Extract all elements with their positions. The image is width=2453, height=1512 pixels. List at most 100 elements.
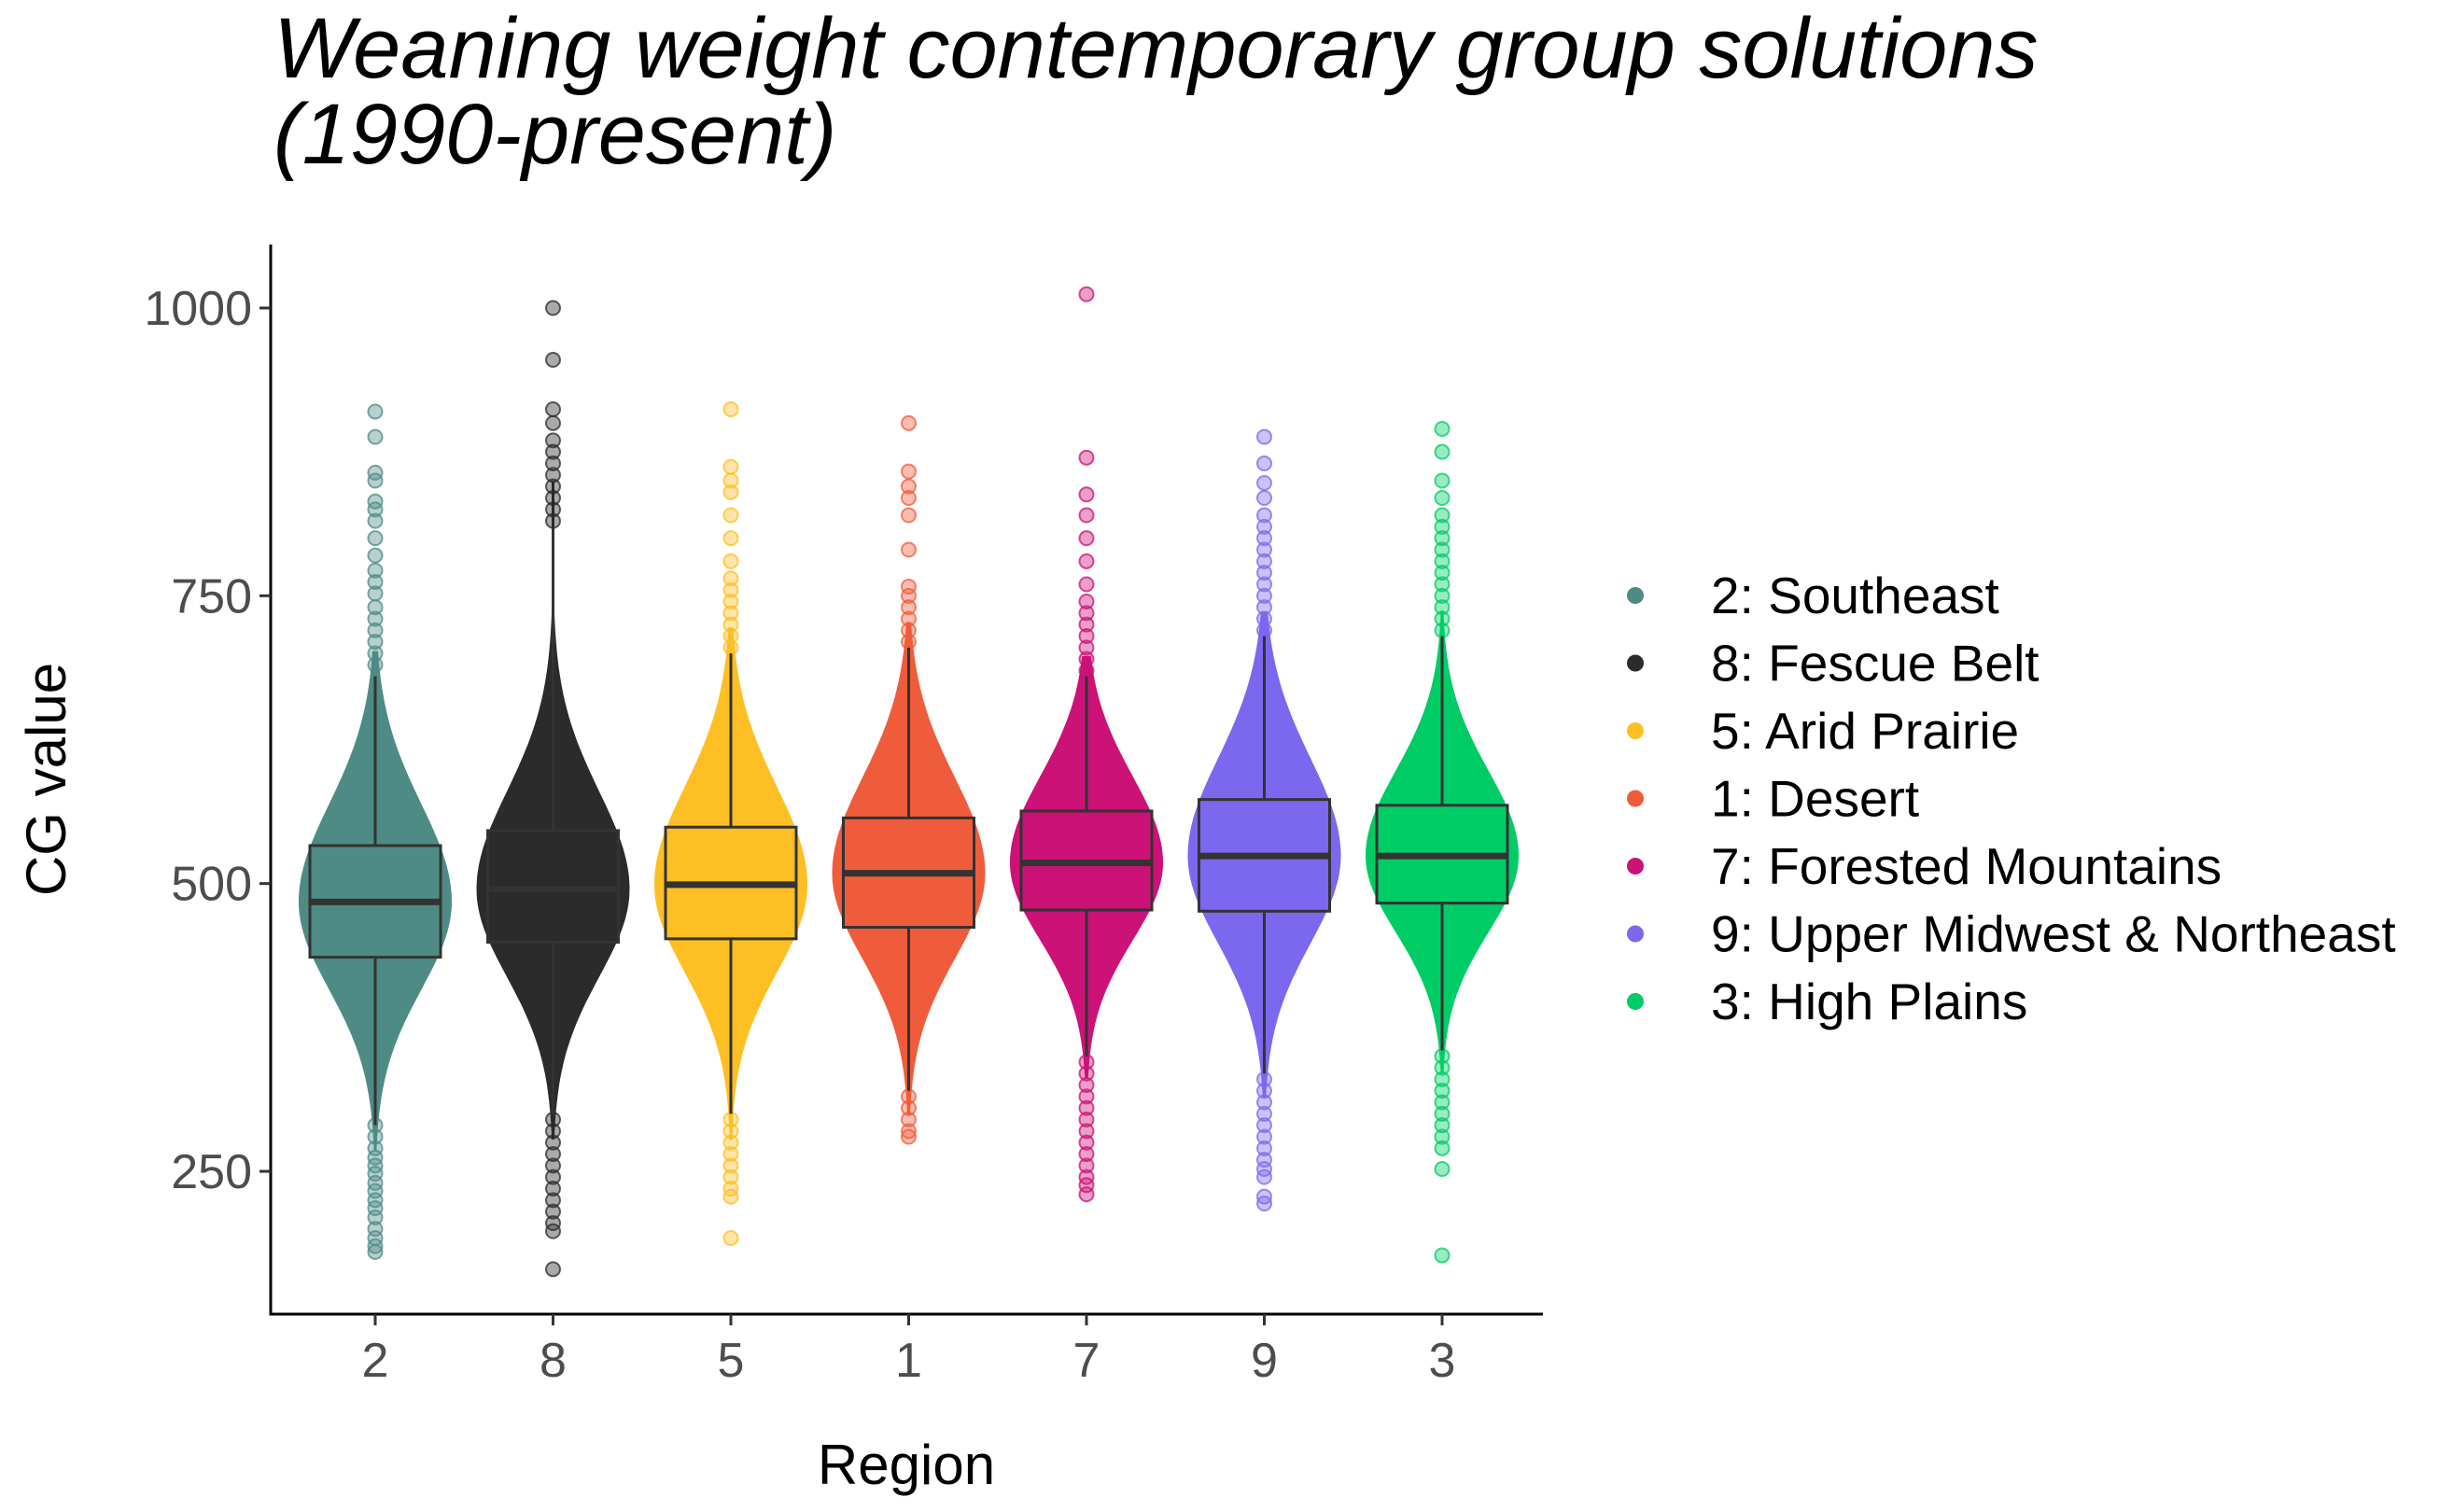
outlier-point xyxy=(545,1215,561,1231)
outlier-point xyxy=(722,1169,739,1185)
outlier-point xyxy=(1434,421,1451,437)
outlier-point xyxy=(1256,1169,1272,1185)
outlier-point xyxy=(1434,1059,1451,1076)
x-tick-label: 7 xyxy=(1073,1334,1100,1388)
violin-group-7 xyxy=(1010,286,1163,1203)
outlier-point xyxy=(545,490,561,506)
outlier-point xyxy=(367,1192,384,1209)
outlier-point xyxy=(545,432,561,449)
outlier-point xyxy=(1078,507,1095,524)
legend-key-5 xyxy=(1627,722,1644,739)
outlier-point xyxy=(367,403,384,420)
outlier-point xyxy=(1256,553,1272,569)
outlier-point xyxy=(1434,576,1451,593)
legend-key-8 xyxy=(1627,654,1644,672)
outlier-point xyxy=(545,1157,561,1174)
x-ticks: 2 8 5 1 7 9 3 xyxy=(362,1314,1455,1388)
outlier-point xyxy=(1256,610,1272,627)
outlier-point xyxy=(367,1157,384,1174)
outlier-point xyxy=(1078,628,1095,644)
x-tick-label: 9 xyxy=(1251,1334,1278,1388)
outlier-point xyxy=(367,610,384,627)
y-tick-label: 750 xyxy=(171,569,252,623)
outlier-point xyxy=(1078,530,1095,547)
outlier-point xyxy=(367,1243,384,1260)
outlier-point xyxy=(1078,1157,1095,1174)
outlier-point xyxy=(1078,605,1095,622)
outlier-point xyxy=(545,1203,561,1220)
legend-key-2 xyxy=(1627,587,1644,604)
legend-label: 1: Desert xyxy=(1711,770,1919,828)
outlier-point xyxy=(545,501,561,518)
outlier-point xyxy=(1256,507,1272,524)
outlier-point xyxy=(367,1238,384,1254)
legend-label: 7: Forested Mountains xyxy=(1711,837,2222,895)
outlier-point xyxy=(901,414,917,431)
outlier-point xyxy=(367,599,384,616)
outlier-point xyxy=(901,478,917,495)
outlier-point xyxy=(901,507,917,524)
outlier-point xyxy=(1078,576,1095,593)
outlier-point xyxy=(1434,490,1451,506)
outlier-point xyxy=(722,616,739,633)
legend-label: 9: Upper Midwest & Northeast xyxy=(1711,905,2396,963)
outlier-point xyxy=(545,1146,561,1162)
outlier-point xyxy=(367,1174,384,1191)
outlier-point xyxy=(367,428,384,445)
y-tick-label: 500 xyxy=(171,858,252,912)
legend-key-3 xyxy=(1627,993,1644,1010)
outlier-point xyxy=(1078,1123,1095,1140)
outlier-point xyxy=(545,1192,561,1209)
outlier-point xyxy=(722,401,739,418)
outlier-point xyxy=(1078,1077,1095,1093)
y-tick-label: 250 xyxy=(171,1145,252,1199)
outlier-point xyxy=(1434,541,1451,558)
outlier-point xyxy=(1078,639,1095,656)
outlier-point xyxy=(367,1149,384,1166)
violin-group-8 xyxy=(476,300,630,1278)
outlier-point xyxy=(722,1230,739,1247)
outlier-point xyxy=(1256,1094,1272,1111)
outlier-point xyxy=(367,547,384,564)
outlier-point xyxy=(1078,1134,1095,1151)
outlier-point xyxy=(1434,1161,1451,1178)
outlier-point xyxy=(1434,1094,1451,1111)
violin-group-5 xyxy=(654,401,807,1247)
legend: 2: Southeast 8: Fescue Belt 5: Arid Prairi… xyxy=(1627,567,2396,1030)
outlier-point xyxy=(367,1128,384,1145)
outlier-point xyxy=(1434,1071,1451,1087)
outlier-point xyxy=(1256,1196,1272,1212)
plot-area xyxy=(299,286,1519,1278)
outlier-point xyxy=(901,622,917,638)
outlier-point xyxy=(1256,455,1272,471)
outlier-point xyxy=(1256,518,1272,535)
outlier-point xyxy=(1078,1088,1095,1105)
outlier-point xyxy=(1078,486,1095,503)
outlier-point xyxy=(1434,472,1451,489)
outlier-point xyxy=(722,483,739,500)
outlier-point xyxy=(545,467,561,483)
outlier-point xyxy=(1434,1247,1451,1264)
outlier-point xyxy=(1256,565,1272,581)
outlier-point xyxy=(1078,553,1095,569)
outlier-point xyxy=(901,1099,917,1116)
violin-group-9 xyxy=(1187,428,1341,1212)
outlier-point xyxy=(722,1123,739,1140)
legend-key-1 xyxy=(1627,790,1644,807)
outlier-point xyxy=(1256,1117,1272,1134)
outlier-point xyxy=(367,472,384,489)
outlier-point xyxy=(1434,565,1451,581)
legend-label: 8: Fescue Belt xyxy=(1711,635,2039,693)
outlier-point xyxy=(367,512,384,529)
x-tick-label: 1 xyxy=(895,1334,922,1388)
axes xyxy=(269,245,1543,1316)
outlier-point xyxy=(367,530,384,547)
outlier-point xyxy=(1078,1112,1095,1127)
outlier-point xyxy=(545,1181,561,1197)
outlier-point xyxy=(1434,553,1451,569)
outlier-point xyxy=(1256,530,1272,547)
outlier-point xyxy=(722,594,739,609)
x-tick-label: 2 xyxy=(362,1334,389,1388)
y-axis-title: CG value xyxy=(15,663,77,896)
legend-label: 3: High Plains xyxy=(1711,973,2027,1030)
